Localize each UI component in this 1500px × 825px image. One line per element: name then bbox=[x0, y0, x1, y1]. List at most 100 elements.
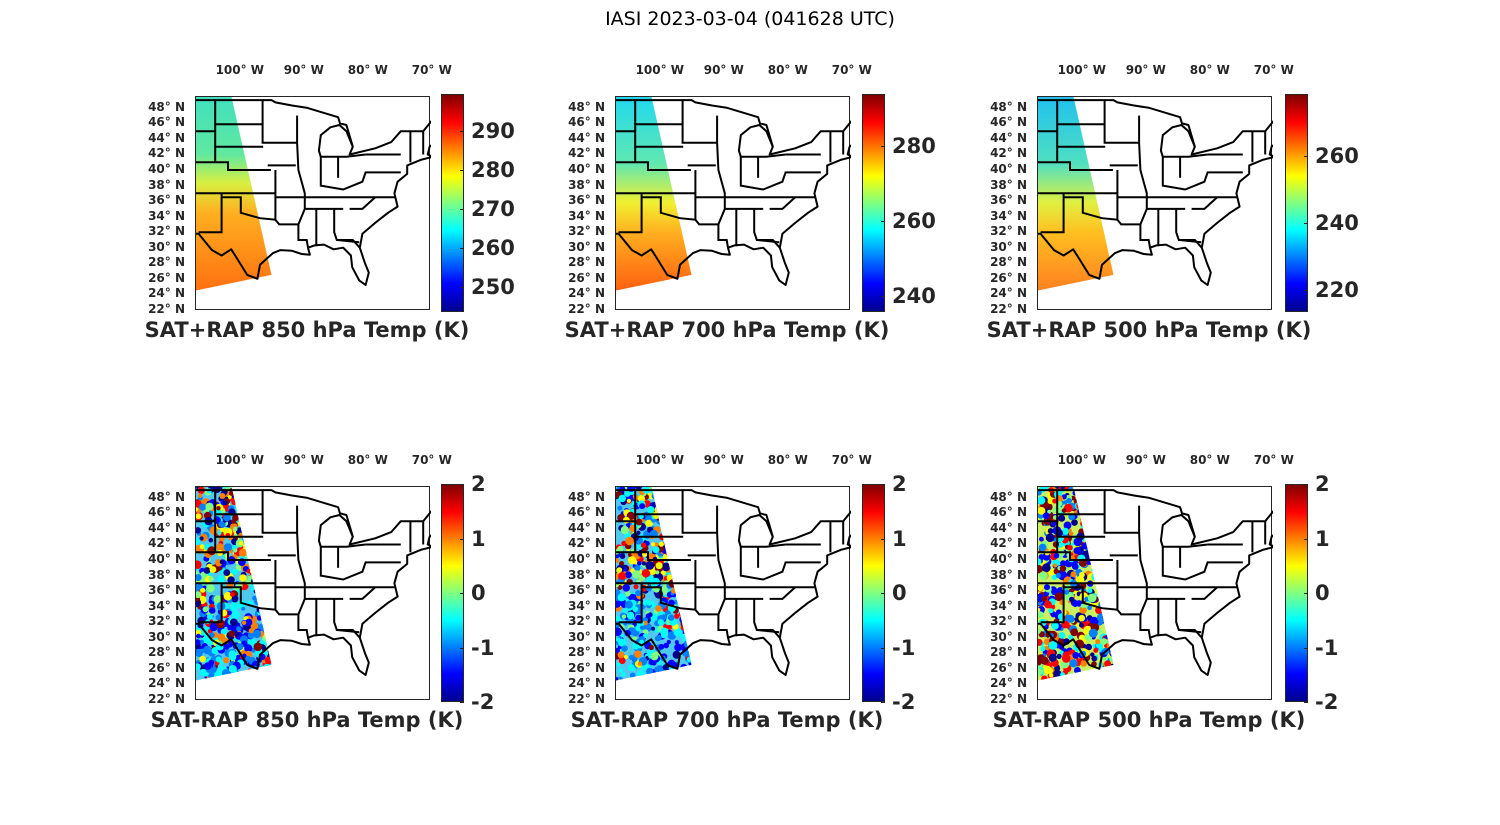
coastline bbox=[196, 489, 431, 676]
difference-point bbox=[241, 517, 247, 523]
difference-point bbox=[617, 651, 625, 659]
difference-point bbox=[1104, 673, 1112, 681]
map-canvas bbox=[196, 487, 431, 681]
latitude-label: 42° N bbox=[990, 146, 1027, 161]
difference-point bbox=[1090, 652, 1095, 657]
latitude-label: 34° N bbox=[990, 208, 1027, 223]
difference-point bbox=[621, 540, 627, 546]
latitude-label: 28° N bbox=[990, 645, 1027, 660]
difference-point bbox=[619, 561, 625, 567]
difference-point bbox=[616, 662, 621, 667]
difference-point bbox=[259, 672, 269, 681]
difference-point bbox=[1079, 517, 1085, 522]
difference-point bbox=[637, 495, 645, 503]
difference-point bbox=[223, 643, 230, 650]
colorbar-tick-mark bbox=[1304, 289, 1308, 291]
difference-point bbox=[1038, 607, 1041, 612]
difference-point bbox=[1092, 543, 1100, 551]
state-border bbox=[319, 546, 401, 581]
latitude-label: 30° N bbox=[990, 239, 1027, 254]
difference-point bbox=[679, 563, 685, 568]
difference-point bbox=[220, 628, 227, 635]
latitude-label: 28° N bbox=[990, 255, 1027, 270]
latitude-label: 22° N bbox=[148, 691, 185, 706]
difference-point bbox=[1074, 502, 1083, 510]
difference-point bbox=[680, 678, 686, 681]
latitude-label: 44° N bbox=[568, 130, 605, 145]
longitude-label: 80° W bbox=[347, 453, 388, 467]
difference-point bbox=[243, 506, 248, 511]
difference-point bbox=[1040, 646, 1046, 652]
difference-point bbox=[239, 514, 247, 522]
difference-point bbox=[1095, 545, 1102, 552]
longitude-label: 100° W bbox=[1057, 453, 1107, 467]
difference-point bbox=[231, 518, 237, 524]
difference-point bbox=[245, 655, 251, 662]
difference-point bbox=[247, 497, 255, 505]
difference-point bbox=[1097, 613, 1106, 622]
difference-point bbox=[231, 610, 240, 620]
difference-point bbox=[1103, 668, 1113, 678]
difference-point bbox=[1063, 521, 1072, 530]
latitude-label: 46° N bbox=[568, 115, 605, 130]
latitude-label: 22° N bbox=[990, 691, 1027, 706]
difference-point bbox=[687, 674, 692, 681]
colorbar-tick-label: 250 bbox=[471, 275, 515, 300]
difference-point bbox=[655, 605, 662, 612]
difference-point bbox=[667, 614, 675, 621]
difference-point bbox=[1056, 653, 1062, 659]
state-border bbox=[739, 156, 821, 191]
latitude-label: 34° N bbox=[568, 208, 605, 223]
difference-point bbox=[255, 678, 261, 681]
difference-point bbox=[1038, 558, 1042, 566]
difference-point bbox=[1054, 592, 1064, 602]
difference-point bbox=[624, 680, 631, 681]
latitude-label: 34° N bbox=[990, 598, 1027, 613]
difference-point bbox=[268, 496, 272, 504]
difference-point bbox=[684, 672, 690, 677]
difference-point bbox=[259, 542, 266, 549]
difference-point bbox=[1077, 492, 1083, 498]
difference-point bbox=[1093, 564, 1101, 572]
longitude-label: 90° W bbox=[703, 63, 744, 77]
difference-point bbox=[1107, 600, 1114, 608]
difference-point bbox=[618, 494, 626, 503]
state-border bbox=[694, 170, 729, 248]
difference-point bbox=[232, 680, 240, 681]
difference-point bbox=[1096, 541, 1105, 550]
difference-point bbox=[664, 498, 672, 506]
difference-point bbox=[202, 606, 209, 613]
colorbar-tick-mark bbox=[460, 593, 464, 594]
difference-point bbox=[679, 540, 689, 550]
difference-point bbox=[655, 491, 662, 497]
difference-point bbox=[219, 559, 225, 565]
difference-point bbox=[1083, 516, 1090, 523]
difference-point bbox=[1068, 634, 1074, 640]
difference-point bbox=[678, 586, 683, 591]
difference-point bbox=[254, 520, 260, 525]
state-border bbox=[349, 196, 376, 210]
difference-point bbox=[1106, 670, 1114, 680]
difference-point bbox=[217, 575, 225, 583]
difference-point bbox=[248, 516, 253, 521]
difference-point bbox=[1105, 584, 1113, 592]
difference-point bbox=[648, 644, 654, 651]
difference-point bbox=[253, 589, 258, 594]
difference-point bbox=[645, 561, 655, 570]
difference-point bbox=[268, 594, 272, 599]
difference-point bbox=[652, 501, 658, 507]
difference-point bbox=[252, 508, 261, 517]
difference-point bbox=[679, 518, 689, 527]
difference-point bbox=[681, 587, 687, 593]
difference-point bbox=[658, 517, 666, 525]
latitude-label: 30° N bbox=[568, 239, 605, 254]
difference-point bbox=[269, 613, 272, 619]
state-border bbox=[296, 505, 306, 615]
difference-point bbox=[1087, 544, 1097, 554]
difference-point bbox=[674, 643, 682, 652]
difference-point bbox=[684, 501, 692, 508]
difference-point bbox=[651, 677, 658, 681]
difference-point bbox=[243, 503, 252, 513]
difference-point bbox=[196, 513, 202, 520]
difference-point bbox=[1063, 589, 1070, 595]
